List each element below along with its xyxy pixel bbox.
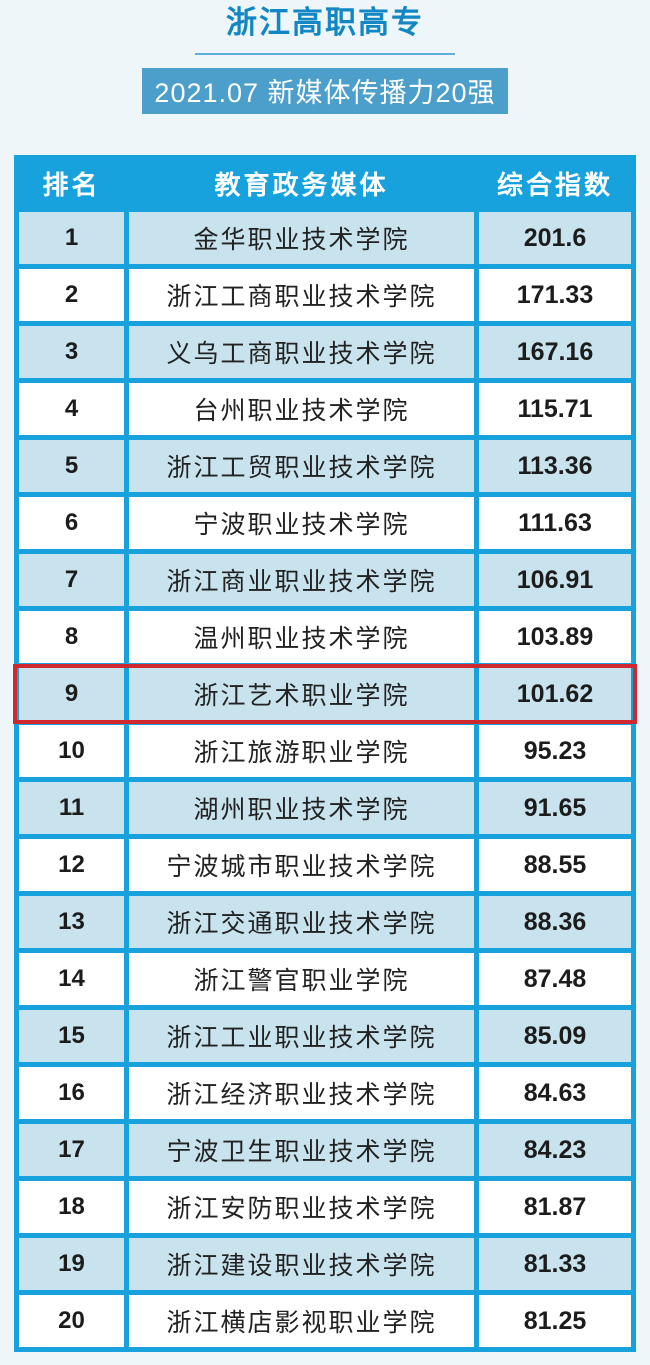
subtitle-wrap: 2021.07 新媒体传播力20强 bbox=[0, 68, 650, 115]
table-header: 排名 教育政务媒体 综合指数 bbox=[19, 155, 631, 212]
school-name-cell: 义乌工商职业技术学院 bbox=[129, 326, 474, 379]
index-cell: 201.6 bbox=[479, 212, 631, 265]
table-row: 17 宁波卫生职业技术学院 84.23 bbox=[19, 1124, 631, 1177]
school-name-cell: 浙江艺术职业学院 bbox=[129, 668, 474, 721]
school-name-cell: 浙江经济职业技术学院 bbox=[129, 1067, 474, 1120]
rank-cell: 11 bbox=[19, 782, 124, 835]
table-row: 2 浙江工商职业技术学院 171.33 bbox=[19, 269, 631, 322]
header-cell-index: 综合指数 bbox=[496, 170, 613, 201]
ranking-table: 排名 教育政务媒体 综合指数 1 金华职业技术学院 201.6 2 浙江工商职业技术学院… bbox=[13, 155, 637, 1353]
rank-cell: 3 bbox=[19, 326, 124, 379]
table-row: 7 浙江商业职业技术学院 106.91 bbox=[19, 554, 631, 607]
subtitle-badge: 2021.07 新媒体传播力20强 bbox=[142, 68, 508, 115]
index-cell: 106.91 bbox=[479, 554, 631, 607]
index-cell: 81.25 bbox=[479, 1295, 631, 1348]
rank-cell: 8 bbox=[19, 611, 124, 664]
index-cell: 81.33 bbox=[479, 1238, 631, 1291]
school-name-cell: 浙江警官职业学院 bbox=[129, 953, 474, 1006]
table-row: 9 浙江艺术职业学院 101.62 bbox=[13, 664, 637, 725]
rank-cell: 6 bbox=[19, 497, 124, 550]
table-row: 10 浙江旅游职业学院 95.23 bbox=[19, 725, 631, 778]
rank-cell: 18 bbox=[19, 1181, 124, 1234]
index-cell: 84.23 bbox=[479, 1124, 631, 1177]
school-name-cell: 温州职业技术学院 bbox=[129, 611, 474, 664]
index-cell: 111.63 bbox=[479, 497, 631, 550]
rank-cell: 7 bbox=[19, 554, 124, 607]
rank-cell: 2 bbox=[19, 269, 124, 322]
header-cell-rank: 排名 bbox=[42, 170, 101, 201]
index-cell: 81.87 bbox=[479, 1181, 631, 1234]
index-cell: 95.23 bbox=[479, 725, 631, 778]
index-cell: 101.62 bbox=[479, 668, 631, 721]
school-name-cell: 浙江商业职业技术学院 bbox=[129, 554, 474, 607]
page-title: 浙江高职高专 bbox=[226, 5, 424, 40]
school-name-cell: 浙江工商职业技术学院 bbox=[129, 269, 474, 322]
school-name-cell: 浙江工贸职业技术学院 bbox=[129, 440, 474, 493]
table-row: 4 台州职业技术学院 115.71 bbox=[19, 383, 631, 436]
table-row: 11 湖州职业技术学院 91.65 bbox=[19, 782, 631, 835]
table-row: 8 温州职业技术学院 103.89 bbox=[19, 611, 631, 664]
index-cell: 88.36 bbox=[479, 896, 631, 949]
rank-cell: 10 bbox=[19, 725, 124, 778]
rank-cell: 1 bbox=[19, 212, 124, 265]
table-row: 19 浙江建设职业技术学院 81.33 bbox=[19, 1238, 631, 1291]
rank-cell: 14 bbox=[19, 953, 124, 1006]
index-cell: 113.36 bbox=[479, 440, 631, 493]
table-row: 12 宁波城市职业技术学院 88.55 bbox=[19, 839, 631, 892]
school-name-cell: 浙江安防职业技术学院 bbox=[129, 1181, 474, 1234]
rank-cell: 13 bbox=[19, 896, 124, 949]
school-name-cell: 浙江交通职业技术学院 bbox=[129, 896, 474, 949]
rank-cell: 16 bbox=[19, 1067, 124, 1120]
school-name-cell: 金华职业技术学院 bbox=[129, 212, 474, 265]
rank-cell: 4 bbox=[19, 383, 124, 436]
index-cell: 88.55 bbox=[479, 839, 631, 892]
table-row: 5 浙江工贸职业技术学院 113.36 bbox=[19, 440, 631, 493]
header-cell-media: 教育政务媒体 bbox=[214, 170, 389, 201]
index-cell: 91.65 bbox=[479, 782, 631, 835]
school-name-cell: 浙江横店影视职业学院 bbox=[129, 1295, 474, 1348]
school-name-cell: 浙江工业职业技术学院 bbox=[129, 1010, 474, 1063]
school-name-cell: 浙江旅游职业学院 bbox=[129, 725, 474, 778]
school-name-cell: 宁波职业技术学院 bbox=[129, 497, 474, 550]
school-name-cell: 台州职业技术学院 bbox=[129, 383, 474, 436]
rank-cell: 20 bbox=[19, 1295, 124, 1348]
table-row: 16 浙江经济职业技术学院 84.63 bbox=[19, 1067, 631, 1120]
table-row: 1 金华职业技术学院 201.6 bbox=[19, 212, 631, 265]
index-cell: 167.16 bbox=[479, 326, 631, 379]
rank-cell: 5 bbox=[19, 440, 124, 493]
table-row: 6 宁波职业技术学院 111.63 bbox=[19, 497, 631, 550]
rank-cell: 19 bbox=[19, 1238, 124, 1291]
table-row: 13 浙江交通职业技术学院 88.36 bbox=[19, 896, 631, 949]
title-underline bbox=[195, 53, 455, 56]
table-row: 15 浙江工业职业技术学院 85.09 bbox=[19, 1010, 631, 1063]
table-row: 18 浙江安防职业技术学院 81.87 bbox=[19, 1181, 631, 1234]
rank-cell: 15 bbox=[19, 1010, 124, 1063]
table-row: 14 浙江警官职业学院 87.48 bbox=[19, 953, 631, 1006]
table-row: 20 浙江横店影视职业学院 81.25 bbox=[19, 1295, 631, 1348]
rank-cell: 9 bbox=[19, 668, 124, 721]
index-cell: 87.48 bbox=[479, 953, 631, 1006]
school-name-cell: 湖州职业技术学院 bbox=[129, 782, 474, 835]
table-row: 3 义乌工商职业技术学院 167.16 bbox=[19, 326, 631, 379]
index-cell: 171.33 bbox=[479, 269, 631, 322]
index-cell: 85.09 bbox=[479, 1010, 631, 1063]
rank-cell: 17 bbox=[19, 1124, 124, 1177]
school-name-cell: 浙江建设职业技术学院 bbox=[129, 1238, 474, 1291]
table-body: 1 金华职业技术学院 201.6 2 浙江工商职业技术学院 171.33 3 义乌工商职业技术… bbox=[13, 212, 637, 1348]
index-cell: 103.89 bbox=[479, 611, 631, 664]
rank-cell: 12 bbox=[19, 839, 124, 892]
school-name-cell: 宁波城市职业技术学院 bbox=[129, 839, 474, 892]
school-name-cell: 宁波卫生职业技术学院 bbox=[129, 1124, 474, 1177]
index-cell: 84.63 bbox=[479, 1067, 631, 1120]
index-cell: 115.71 bbox=[479, 383, 631, 436]
